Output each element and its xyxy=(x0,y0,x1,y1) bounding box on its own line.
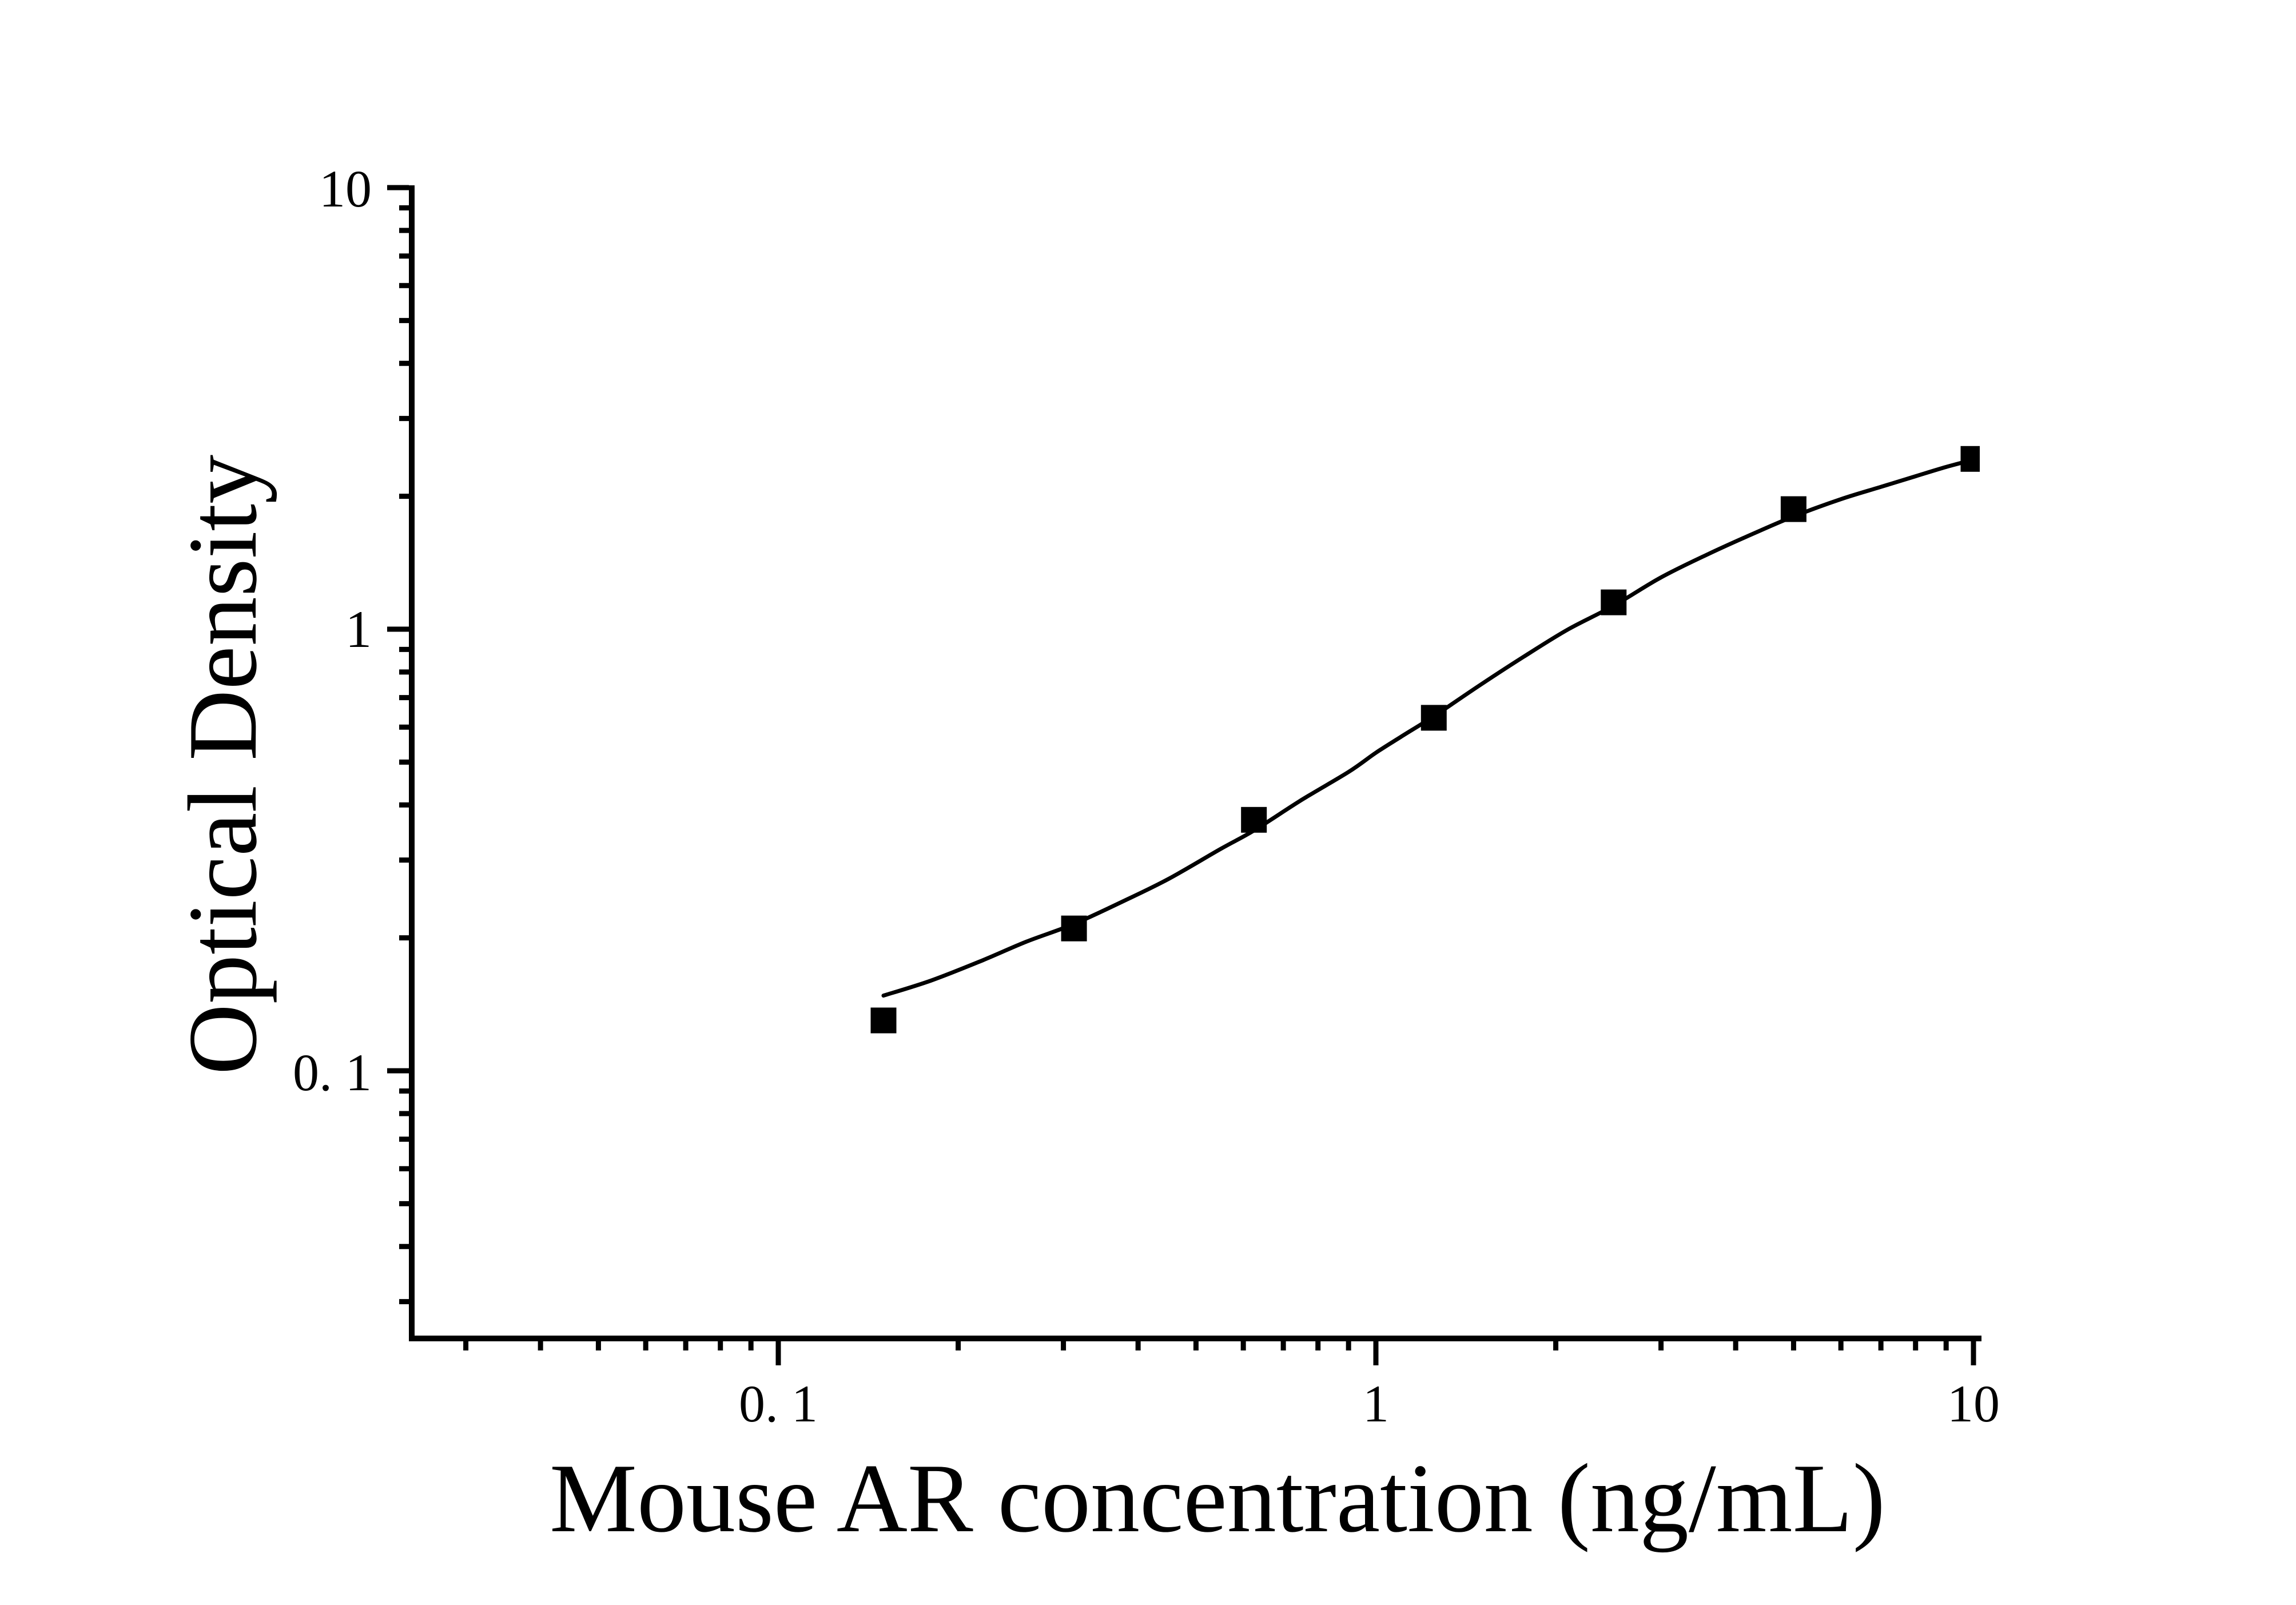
x-tick-label-1: 1 xyxy=(1363,1374,1389,1433)
data-point-marker xyxy=(1601,589,1627,615)
data-point-marker xyxy=(1420,705,1447,731)
x-tick-label-0p1: 0. 1 xyxy=(739,1374,818,1433)
x-axis-title: Mouse AR concentration (ng/mL) xyxy=(550,1444,1885,1553)
data-point-marker xyxy=(1960,446,1980,472)
x-tick-label-10: 10 xyxy=(1947,1374,2000,1433)
y-tick-label-10: 10 xyxy=(319,160,372,218)
data-point-marker xyxy=(1780,496,1806,522)
data-point-marker xyxy=(1241,807,1267,833)
data-point-marker xyxy=(1061,915,1087,941)
y-axis-title: Optical Density xyxy=(169,454,277,1075)
y-tick-label-0p1: 0. 1 xyxy=(293,1043,372,1102)
data-point-marker xyxy=(870,1007,897,1034)
y-tick-label-1: 1 xyxy=(345,600,372,658)
